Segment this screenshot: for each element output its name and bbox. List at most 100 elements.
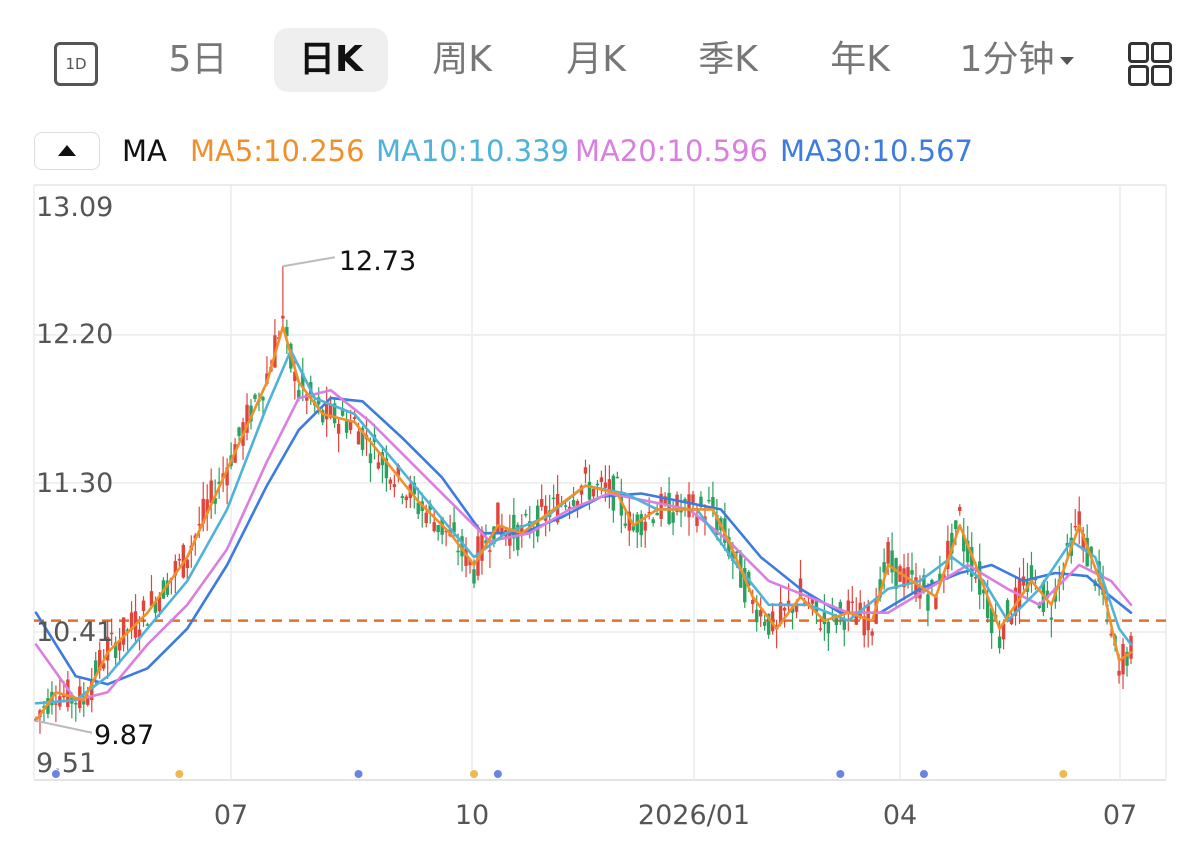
- candle-body: [583, 467, 588, 474]
- candle-body: [121, 617, 126, 645]
- candle-body: [997, 636, 1002, 649]
- candle-body: [209, 480, 213, 504]
- candle-body: [659, 493, 663, 519]
- tab-5day[interactable]: 5日: [168, 39, 228, 80]
- tab-minute-dropdown[interactable]: 1分钟: [950, 28, 1084, 92]
- candlesticks: [34, 266, 1133, 734]
- candle-body: [452, 522, 456, 533]
- y-tick-label: 12.20: [36, 319, 113, 350]
- candle-body: [1013, 587, 1018, 616]
- candle-body: [866, 604, 870, 631]
- candle-body: [818, 628, 823, 630]
- x-tick-label: 10: [455, 800, 489, 831]
- candle-body: [1037, 605, 1042, 608]
- candle-body: [332, 403, 337, 424]
- event-markers: [50, 769, 1069, 779]
- candle-body: [643, 521, 647, 531]
- candle-body: [870, 631, 874, 636]
- candle-body: [950, 532, 954, 554]
- candle-body: [468, 559, 472, 566]
- candle-body: [177, 558, 182, 561]
- candle-body: [237, 427, 241, 436]
- candle-body: [902, 568, 906, 588]
- price-annotations: 12.73 9.87: [35, 246, 416, 751]
- candle-body: [838, 602, 843, 611]
- event-marker-dot: [50, 769, 61, 779]
- candle-body: [253, 394, 257, 400]
- event-marker-dot: [835, 769, 846, 779]
- candle-body: [1001, 623, 1006, 640]
- candle-body: [655, 512, 659, 516]
- candle-body: [822, 612, 827, 625]
- ma5-value: MA5:10.256: [190, 134, 365, 168]
- candle-body: [324, 401, 329, 420]
- candle-body: [687, 494, 691, 518]
- candle-body: [707, 499, 711, 502]
- candle-body: [966, 540, 970, 563]
- candle-body: [623, 523, 628, 526]
- candle-body: [352, 417, 357, 419]
- candle-body: [1005, 600, 1010, 620]
- candle-body: [392, 484, 397, 488]
- tab-monthly-k[interactable]: 月K: [566, 39, 626, 80]
- candle-body: [1033, 578, 1038, 581]
- candle-body: [1049, 617, 1054, 620]
- calendar-1d-icon[interactable]: 1D: [54, 42, 98, 86]
- candle-body: [691, 494, 695, 504]
- min-price-label: 9.87: [94, 720, 154, 751]
- grid-layout-icon[interactable]: [1128, 42, 1172, 86]
- candle-body: [651, 519, 655, 524]
- candle-body: [926, 594, 930, 611]
- candle-body: [320, 410, 325, 423]
- candle-body: [165, 580, 170, 595]
- x-tick-label: 04: [883, 800, 917, 831]
- candle-body: [520, 525, 524, 534]
- candle-body: [500, 525, 504, 537]
- candle-body: [1109, 633, 1113, 636]
- candle-body: [762, 621, 767, 626]
- candle-body: [281, 315, 285, 319]
- candle-body: [715, 515, 719, 535]
- candle-body: [460, 536, 464, 557]
- candle-body: [1073, 525, 1077, 528]
- candle-body: [571, 500, 576, 506]
- candle-body: [117, 641, 122, 651]
- collapse-indicator-button[interactable]: [34, 132, 100, 170]
- candle-body: [743, 568, 747, 603]
- candle-body: [663, 496, 667, 504]
- candle-body: [802, 602, 807, 605]
- tab-daily-k[interactable]: 日K: [274, 28, 388, 92]
- candle-body: [293, 371, 297, 382]
- candle-body: [472, 569, 476, 584]
- candle-body: [524, 513, 528, 516]
- ma30-value: MA30:10.567: [780, 134, 974, 168]
- candle-body: [846, 600, 850, 614]
- x-tick-label: 07: [1103, 800, 1137, 831]
- candle-body: [711, 496, 715, 510]
- candle-body: [428, 503, 432, 510]
- candle-body: [842, 619, 847, 630]
- candle-body: [201, 498, 205, 524]
- candle-body: [456, 550, 460, 553]
- tab-yearly-k[interactable]: 年K: [830, 39, 890, 80]
- candle-body: [910, 570, 914, 575]
- candle-body: [217, 481, 221, 484]
- candle-body: [225, 467, 229, 486]
- candle-body: [396, 465, 401, 476]
- candle-body: [922, 575, 926, 593]
- candle-body: [854, 616, 858, 625]
- candle-body: [86, 695, 90, 705]
- candle-body: [1065, 542, 1069, 547]
- candle-body: [1081, 533, 1085, 551]
- tab-weekly-k[interactable]: 周K: [432, 39, 492, 80]
- candle-body: [647, 512, 651, 514]
- candle-body: [464, 548, 468, 566]
- candle-body: [1089, 546, 1093, 558]
- tab-quarterly-k[interactable]: 季K: [698, 39, 758, 80]
- ma-label[interactable]: MA: [122, 134, 167, 168]
- tab-minute-label: 1分钟: [959, 39, 1055, 80]
- candle-body: [894, 558, 898, 589]
- min-leader-line: [35, 719, 93, 734]
- candle-body: [735, 551, 739, 554]
